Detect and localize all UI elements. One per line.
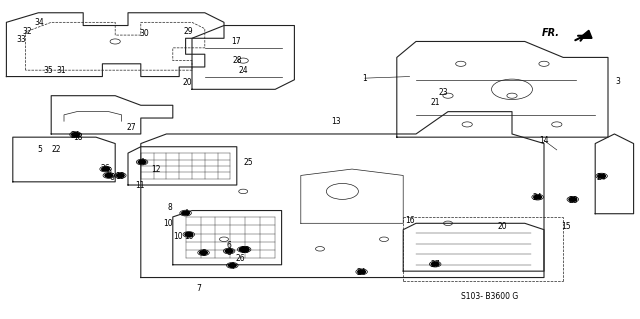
Text: 10: 10: [163, 219, 173, 228]
Text: 6: 6: [227, 248, 232, 256]
Circle shape: [116, 174, 124, 177]
Circle shape: [598, 174, 605, 178]
Circle shape: [182, 211, 189, 215]
Text: 19: 19: [115, 172, 125, 181]
Text: 30: 30: [139, 29, 149, 38]
Text: 24: 24: [70, 131, 81, 140]
Text: 27: 27: [430, 260, 440, 269]
Text: 26: 26: [100, 164, 111, 173]
Text: 20: 20: [182, 78, 193, 87]
Text: 33: 33: [17, 35, 27, 44]
Text: 1: 1: [362, 74, 367, 83]
Text: 10: 10: [173, 232, 183, 241]
Text: 19: 19: [240, 246, 250, 255]
Text: 32: 32: [22, 27, 32, 36]
Text: 13: 13: [331, 117, 341, 126]
Text: 23: 23: [438, 88, 449, 97]
Circle shape: [225, 249, 233, 253]
Text: 4: 4: [230, 262, 235, 271]
Text: 5: 5: [37, 145, 42, 154]
Text: 26: 26: [235, 254, 245, 263]
Text: 14: 14: [539, 136, 549, 145]
Circle shape: [185, 233, 193, 236]
Text: 3: 3: [615, 77, 620, 86]
Text: 4: 4: [140, 158, 145, 167]
Text: 34: 34: [35, 18, 45, 27]
Circle shape: [534, 195, 541, 199]
Circle shape: [239, 248, 247, 251]
Text: 17: 17: [230, 37, 241, 46]
Text: 31: 31: [56, 66, 66, 75]
Text: 8: 8: [167, 203, 172, 212]
Text: 6: 6: [106, 167, 111, 176]
Text: 19: 19: [184, 232, 194, 241]
Text: 12: 12: [151, 165, 160, 174]
Text: 24: 24: [596, 173, 607, 182]
Text: 35: 35: [43, 66, 53, 75]
Text: 20: 20: [497, 222, 508, 231]
Text: 28: 28: [232, 56, 241, 65]
Text: 9: 9: [201, 249, 206, 258]
Polygon shape: [579, 30, 592, 38]
Text: 16: 16: [404, 216, 415, 225]
Text: 11: 11: [135, 181, 144, 189]
Text: 24: 24: [238, 66, 248, 75]
Text: FR.: FR.: [542, 28, 560, 38]
Text: 6: 6: [227, 241, 232, 250]
Text: 15: 15: [561, 222, 572, 231]
Text: 24: 24: [356, 268, 367, 277]
Circle shape: [200, 251, 207, 255]
Circle shape: [102, 167, 109, 171]
Text: 7: 7: [196, 284, 201, 293]
Text: S103- B3600 G: S103- B3600 G: [461, 293, 518, 301]
Circle shape: [228, 263, 236, 267]
Text: 18: 18: [74, 133, 83, 142]
Text: 28: 28: [568, 197, 577, 205]
Text: 22: 22: [52, 145, 61, 154]
Circle shape: [72, 133, 79, 137]
Circle shape: [241, 248, 249, 251]
Circle shape: [431, 262, 439, 266]
Text: 24: 24: [532, 193, 543, 202]
Circle shape: [569, 197, 577, 201]
Text: 27: 27: [126, 123, 136, 132]
Circle shape: [358, 270, 365, 274]
Text: 4: 4: [183, 209, 188, 218]
Text: 25: 25: [243, 158, 253, 167]
Text: 21: 21: [431, 98, 440, 107]
Text: 29: 29: [184, 27, 194, 36]
Circle shape: [105, 174, 113, 177]
Text: 6: 6: [109, 173, 115, 182]
Circle shape: [138, 160, 146, 164]
